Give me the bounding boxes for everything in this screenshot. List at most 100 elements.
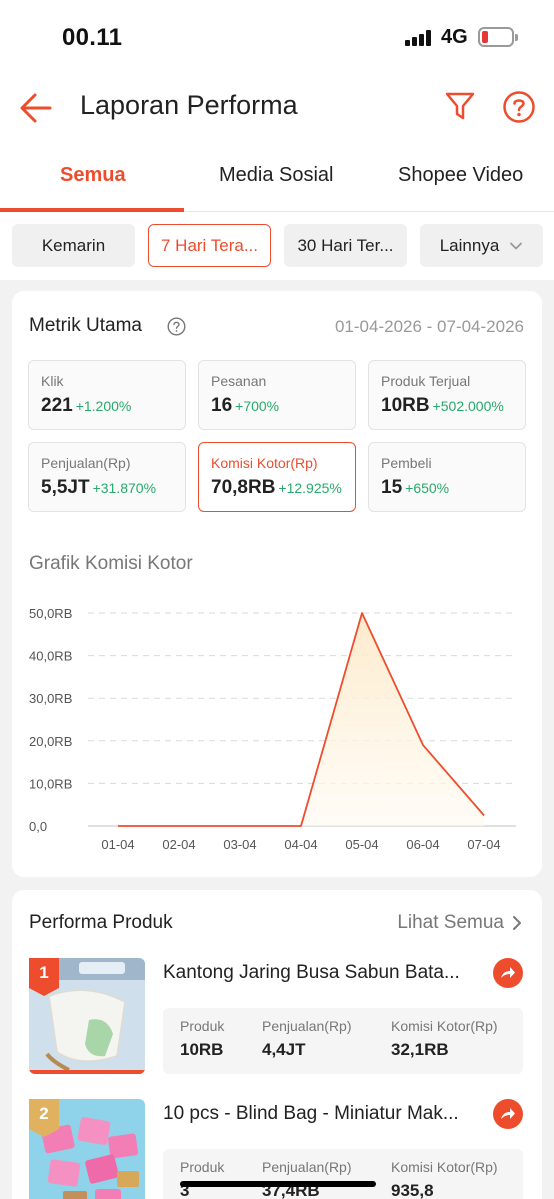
filter-icon[interactable] <box>444 90 476 122</box>
chip-lainnya[interactable]: Lainnya <box>420 224 543 267</box>
metric-change: +650% <box>405 480 450 496</box>
chip-label: Lainnya <box>439 235 500 255</box>
metric-produk-terjual[interactable]: Produk Terjual 10RB +502.000% <box>368 360 526 430</box>
metric-pembeli[interactable]: Pembeli 15 +650% <box>368 442 526 512</box>
y-tick-label: 50,0RB <box>29 606 72 621</box>
stat-label: Komisi Kotor(Rp) <box>391 1159 498 1175</box>
tab-shopee-video[interactable]: Shopee Video <box>398 164 524 186</box>
product-row[interactable]: 2 10 pcs - Blind Bag - Miniatur Mak... P… <box>29 1099 529 1199</box>
see-all-link[interactable]: Lihat Semua <box>397 912 522 934</box>
chevron-down-icon <box>510 242 523 249</box>
stat-label: Produk <box>180 1159 225 1175</box>
rank-number: 2 <box>39 1104 49 1123</box>
series-area <box>118 613 484 826</box>
chevron-right-icon <box>513 916 521 930</box>
product-stats: Produk 10RB Penjualan(Rp) 4,4JT Komisi Kot… <box>163 1008 523 1074</box>
share-arrow-icon <box>501 967 515 978</box>
active-tab-indicator <box>0 208 184 212</box>
metric-change: +700% <box>235 398 280 414</box>
metric-value: 221 <box>41 395 73 416</box>
y-tick-label: 0,0 <box>29 819 47 834</box>
metric-value: 70,8RB <box>211 477 276 498</box>
y-tick-label: 10,0RB <box>29 776 72 791</box>
network-type: 4G <box>441 26 468 48</box>
share-button[interactable] <box>493 958 523 988</box>
product-thumbnail[interactable] <box>29 1099 145 1199</box>
info-icon[interactable] <box>167 317 186 336</box>
chip-label: 30 Hari Ter... <box>297 235 394 255</box>
app-header: Laporan Performa <box>0 72 554 144</box>
tab-media-sosial[interactable]: Media Sosial <box>219 164 334 186</box>
stat-value: 32,1RB <box>391 1040 449 1059</box>
metrics-card: Metrik Utama 01-04-2026 - 07-04-2026 Kli… <box>12 291 542 877</box>
metric-value: 10RB <box>381 395 430 416</box>
y-tick-label: 30,0RB <box>29 691 72 706</box>
x-tick-label: 06-04 <box>406 837 439 852</box>
products-card: Performa Produk Lihat Semua 1 Kantong Ja… <box>12 890 542 1199</box>
rank-number-wrap: 1 <box>29 958 59 996</box>
product-stats: Produk 3 Penjualan(Rp) 37,4RB Komisi Kotor… <box>163 1149 523 1199</box>
x-tick-label: 02-04 <box>162 837 195 852</box>
home-indicator <box>180 1181 376 1187</box>
stat-value: 935,8 <box>391 1181 434 1199</box>
share-button[interactable] <box>493 1099 523 1129</box>
tab-semua[interactable]: Semua <box>60 164 126 186</box>
stat-value: 3 <box>180 1181 190 1199</box>
rank-number-wrap: 2 <box>29 1099 59 1137</box>
metric-label: Pesanan <box>211 373 267 389</box>
products-title: Performa Produk <box>29 912 173 933</box>
stat-label: Produk <box>180 1018 225 1034</box>
signal-icon <box>405 30 435 46</box>
share-arrow-icon <box>501 1108 515 1119</box>
metric-penjualan[interactable]: Penjualan(Rp) 5,5JT +31.870% <box>28 442 186 512</box>
metric-label: Klik <box>41 373 64 389</box>
stat-label: Komisi Kotor(Rp) <box>391 1018 498 1034</box>
chip-7-hari[interactable]: 7 Hari Tera... <box>148 224 271 267</box>
metric-change: +1.200% <box>75 398 132 414</box>
metric-value: 15 <box>381 477 403 498</box>
x-tick-label: 04-04 <box>284 837 317 852</box>
product-name[interactable]: 10 pcs - Blind Bag - Miniatur Mak... <box>163 1103 459 1124</box>
chip-30-hari[interactable]: 30 Hari Ter... <box>284 224 407 267</box>
stat-label: Penjualan(Rp) <box>262 1018 352 1034</box>
metric-label: Penjualan(Rp) <box>41 455 131 471</box>
y-tick-label: 40,0RB <box>29 649 72 664</box>
status-time: 00.11 <box>62 24 123 51</box>
metric-value: 16 <box>211 395 233 416</box>
status-bar: 00.11 4G <box>0 0 554 72</box>
metric-pesanan[interactable]: Pesanan 16 +700% <box>198 360 356 430</box>
rank-number: 1 <box>39 963 49 982</box>
rank-badge <box>29 958 59 996</box>
metrics-title: Metrik Utama <box>29 315 142 336</box>
chip-label: Kemarin <box>41 235 106 255</box>
x-tick-label: 03-04 <box>223 837 256 852</box>
chip-label: 7 Hari Tera... <box>160 235 258 255</box>
chip-kemarin[interactable]: Kemarin <box>12 224 135 267</box>
stat-value: 10RB <box>180 1040 224 1059</box>
x-tick-label: 07-04 <box>467 837 500 852</box>
product-name[interactable]: Kantong Jaring Busa Sabun Bata... <box>163 962 460 983</box>
metric-value: 5,5JT <box>41 477 90 498</box>
page-title: Laporan Performa <box>80 90 298 120</box>
date-filter-chips: Kemarin 7 Hari Tera... 30 Hari Ter... La… <box>0 212 554 280</box>
metric-label: Pembeli <box>381 455 432 471</box>
metric-change: +12.925% <box>278 480 342 496</box>
chart-title: Grafik Komisi Kotor <box>29 553 193 574</box>
metric-komisi-kotor[interactable]: Komisi Kotor(Rp) 70,8RB +12.925% <box>198 442 356 512</box>
rank-badge <box>29 1099 59 1137</box>
see-all-label: Lihat Semua <box>397 912 504 933</box>
stat-label: Penjualan(Rp) <box>262 1159 352 1175</box>
metric-klik[interactable]: Klik 221 +1.200% <box>28 360 186 430</box>
commission-chart: 0,0 10,0RB 20,0RB 30,0RB 40,0RB 50,0RB 01-04 02… <box>29 606 516 852</box>
tab-bar: Semua Media Sosial Shopee Video <box>0 144 554 212</box>
metric-label: Komisi Kotor(Rp) <box>211 455 318 471</box>
back-arrow-icon[interactable] <box>18 90 54 126</box>
metric-change: +502.000% <box>432 398 504 414</box>
series-line <box>118 612 485 827</box>
product-row[interactable]: 1 Kantong Jaring Busa Sabun Bata... Prod… <box>29 958 529 1078</box>
help-icon[interactable] <box>502 90 536 124</box>
date-range: 01-04-2026 - 07-04-2026 <box>334 317 524 336</box>
metric-change: +31.870% <box>92 480 157 496</box>
x-tick-label: 01-04 <box>101 837 134 852</box>
battery-icon <box>478 27 518 47</box>
